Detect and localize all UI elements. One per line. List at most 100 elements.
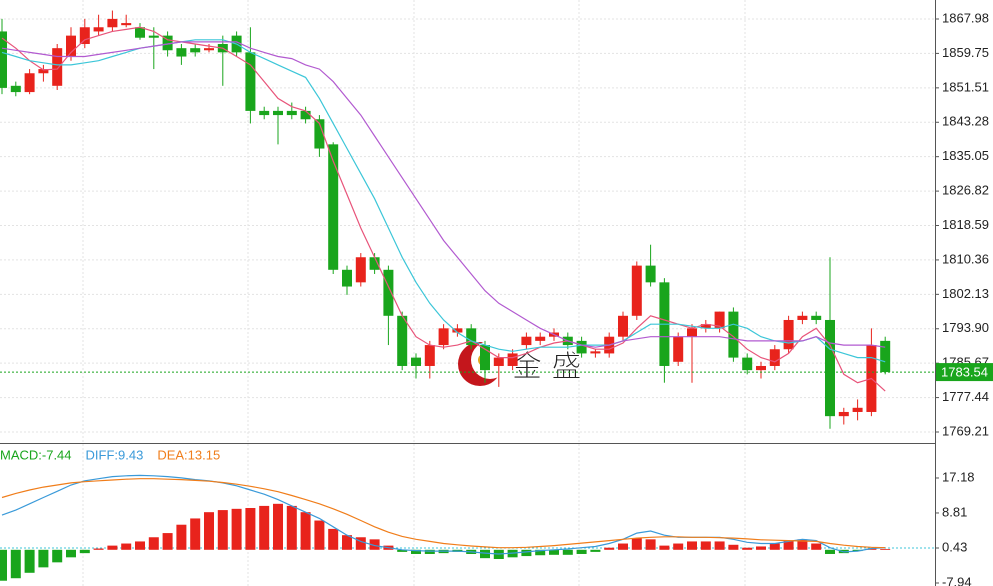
candle-body (700, 324, 711, 329)
y-tick-label: 1826.82 (942, 183, 989, 198)
macd-bar (342, 535, 352, 550)
candle-body (576, 340, 587, 354)
macd-bar (93, 548, 104, 550)
y-tick-label: 1835.05 (942, 148, 989, 163)
macd-bar (66, 549, 76, 558)
macd-bar (162, 533, 173, 550)
macd-bar (618, 543, 628, 550)
macd-bar (866, 548, 877, 550)
indicator-line (1, 474, 886, 555)
macd-bar (10, 549, 21, 579)
macd-bar (231, 508, 242, 550)
candle-body (493, 357, 504, 366)
macd-bar (259, 505, 270, 550)
candle-body (838, 411, 849, 417)
candle-body (618, 315, 628, 337)
candle-body (811, 315, 822, 320)
macd-bar (0, 549, 7, 581)
macd-bar (355, 537, 366, 550)
candle-body (535, 336, 546, 341)
candle-body (273, 110, 283, 116)
candle-body (245, 52, 256, 111)
macd-bar (562, 549, 573, 555)
candle-body (590, 351, 601, 354)
macd-bar (728, 544, 739, 550)
macd-bar (273, 503, 283, 550)
y-tick-label: 1818.59 (942, 217, 989, 232)
y-tick-label: 8.81 (942, 504, 967, 519)
macd-bar (659, 545, 670, 550)
candle-body (93, 27, 104, 32)
candle-body (438, 328, 449, 346)
candle-body (38, 69, 49, 74)
candle-body (645, 265, 656, 283)
y-tick-label: -7.94 (942, 574, 972, 586)
candle-body (342, 269, 352, 287)
candle-body (521, 336, 532, 346)
y-tick-label: 17.18 (942, 469, 975, 484)
y-tick-label: 1769.21 (942, 423, 989, 438)
candle-body (756, 365, 766, 371)
legend-entry: DIFF:9.43 (86, 447, 144, 462)
moving-average-line (1, 41, 886, 348)
legend-entry: DEA:13.15 (157, 447, 220, 462)
candle-body (135, 27, 145, 38)
current-price-label: 1783.54 (941, 365, 988, 380)
candle-body (880, 340, 891, 373)
legend-entry: MACD:-7.44 (0, 447, 72, 462)
y-tick-label: 1793.90 (942, 320, 989, 335)
macd-bar (687, 541, 697, 550)
macd-bar (852, 549, 863, 552)
watermark-text: 金 盛 (512, 350, 582, 385)
y-tick-label: 1851.51 (942, 79, 989, 94)
candle-body (783, 319, 794, 350)
candle-body (424, 345, 435, 366)
moving-average-line (1, 26, 886, 392)
macd-bar (314, 520, 325, 550)
macd-bar (549, 549, 559, 555)
macd-bar (797, 539, 808, 550)
macd-bar (217, 510, 228, 550)
y-tick-label: 1802.13 (942, 286, 989, 301)
macd-bar (397, 549, 408, 552)
candle-body (452, 328, 463, 333)
candle-body (314, 119, 325, 149)
macd-bar (783, 540, 794, 550)
macd-bar (742, 547, 753, 550)
macd-bar (521, 549, 532, 557)
candle-body (79, 27, 90, 44)
candle-body (259, 110, 270, 116)
macd-bar (411, 549, 421, 554)
macd-bar (176, 524, 187, 550)
candle-body (121, 23, 132, 26)
candle-body (383, 269, 394, 316)
candle-body (507, 353, 518, 366)
macd-bar (880, 548, 891, 550)
candle-body (797, 315, 808, 320)
candle-body (480, 345, 490, 371)
macd-bar (190, 518, 201, 550)
candle-body (52, 48, 63, 86)
macd-bar (714, 541, 725, 550)
candle-body (769, 349, 780, 366)
candle-body (286, 110, 297, 116)
macd-bar (328, 528, 339, 550)
macd-bar (369, 539, 380, 550)
macd-bar (535, 549, 546, 556)
candle-body (10, 85, 21, 93)
candle-body (176, 48, 187, 57)
candle-body (825, 319, 835, 417)
macd-bar (135, 541, 145, 550)
candle-body (162, 35, 173, 51)
candle-body (204, 48, 214, 51)
macd-bar (300, 512, 311, 550)
candle-body (107, 18, 118, 28)
y-tick-label: 1810.36 (942, 251, 989, 266)
macd-bar (700, 541, 711, 550)
y-tick-label: 1777.44 (942, 389, 989, 404)
macd-bar (576, 549, 587, 554)
y-tick-label: 1843.28 (942, 114, 989, 129)
macd-bar (424, 549, 435, 554)
candle-body (466, 328, 477, 346)
